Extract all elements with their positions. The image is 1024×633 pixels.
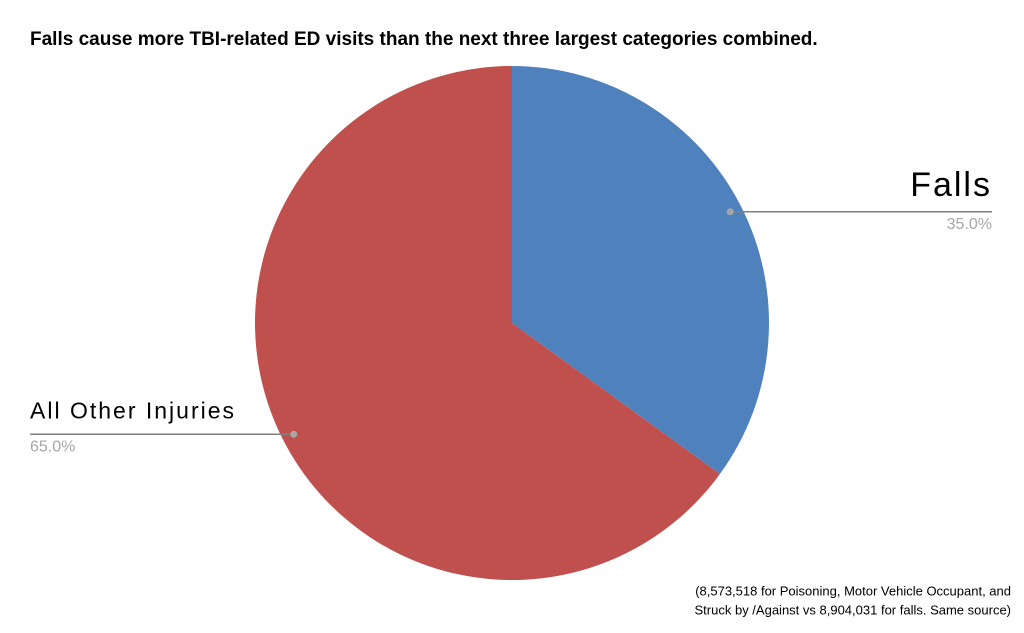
pie-slice xyxy=(512,66,770,475)
leader-dot xyxy=(726,208,734,216)
category-label: Falls xyxy=(910,166,992,204)
leader-dot xyxy=(290,430,298,438)
annotation: Struck by /Against vs 8,904,031 for fall… xyxy=(695,602,1011,617)
annotation: (8,573,518 for Poisoning, Motor Vehicle … xyxy=(695,583,1011,598)
value-label: 65.0% xyxy=(30,438,75,455)
pie-slice xyxy=(254,66,720,580)
value-label: 35.0% xyxy=(947,216,992,233)
chart-title: Falls cause more TBI-related ED visits t… xyxy=(30,29,818,50)
category-label: All Other Injuries xyxy=(30,397,236,423)
